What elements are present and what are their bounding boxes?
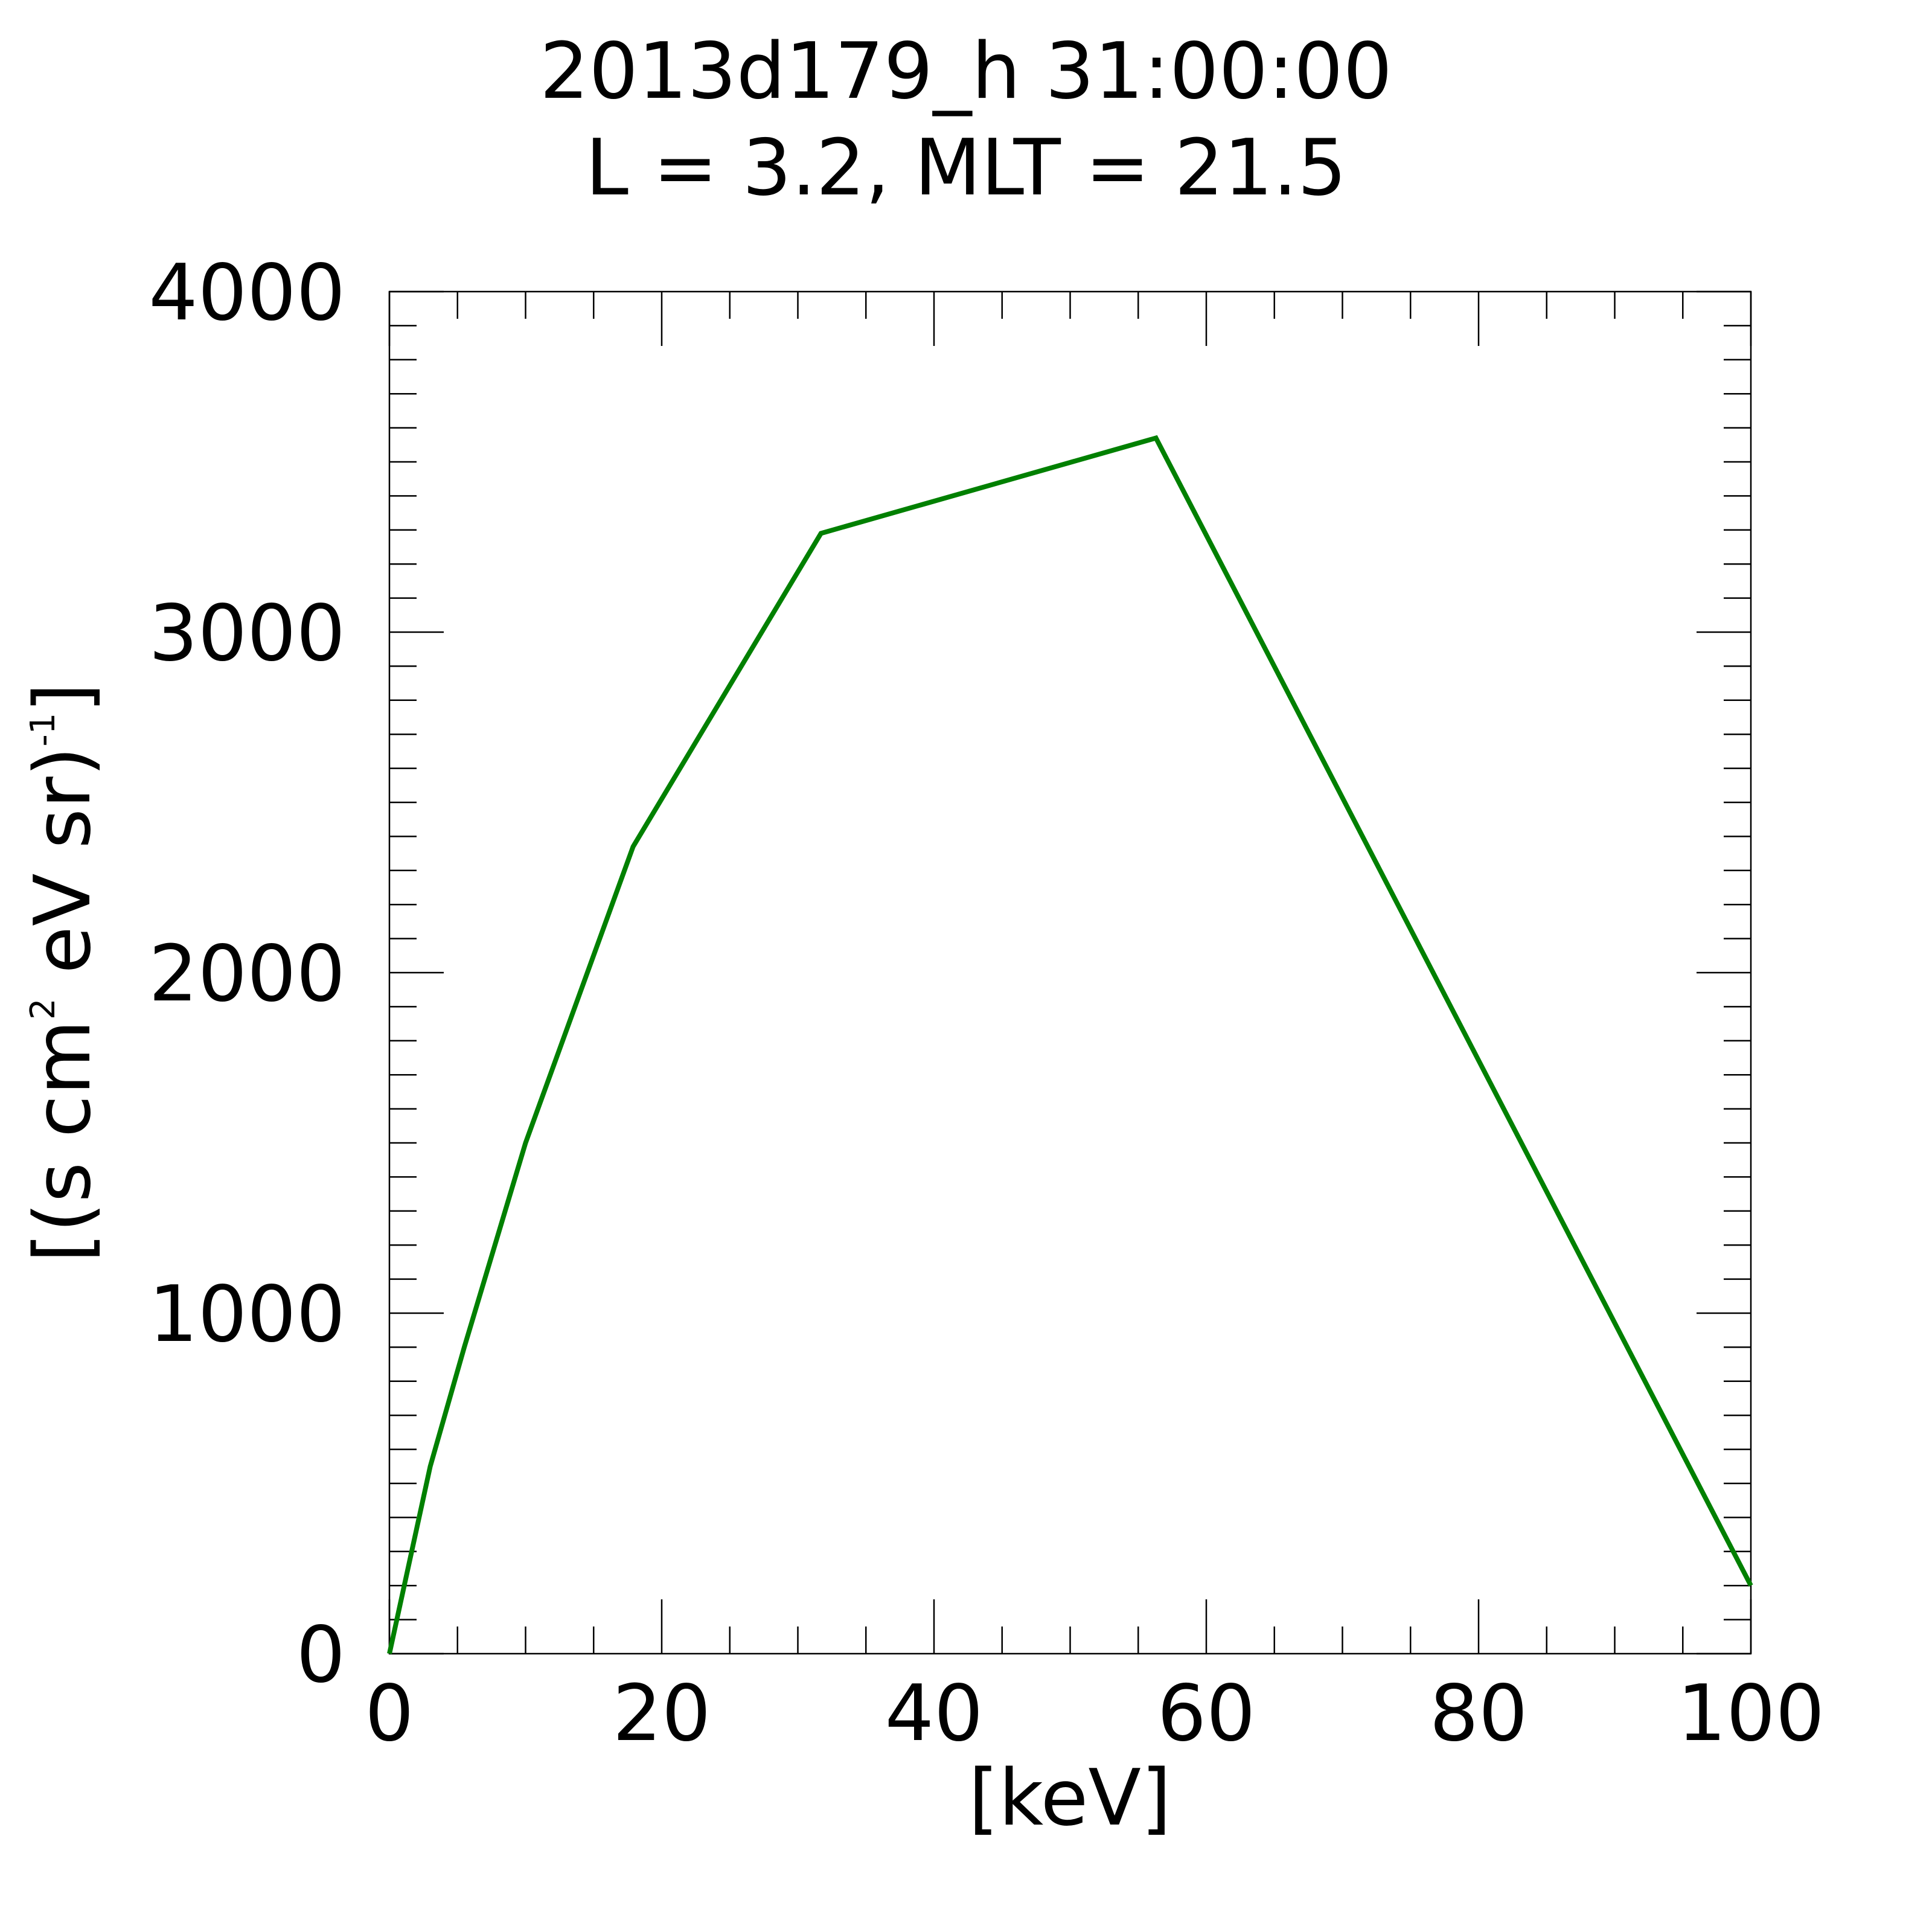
y-tick-label: 2000 — [149, 929, 345, 1019]
series-line — [387, 435, 1753, 1654]
x-tick-label: 0 — [365, 1669, 414, 1759]
y-axis-label: [(s cm2 eV sr)-1] — [18, 683, 108, 1263]
x-axis-label: [keV] — [968, 1753, 1171, 1843]
x-tick-label: 60 — [1157, 1669, 1256, 1759]
y-tick-labels: 0 1000 2000 3000 4000 — [149, 248, 345, 1700]
y-tick-label: 3000 — [149, 589, 345, 679]
y-tick-label: 1000 — [149, 1270, 345, 1360]
chart-subtitle: L = 3.2, MLT = 21.5 — [586, 123, 1347, 213]
y-tick-label: 0 — [296, 1610, 345, 1700]
plot-frame — [388, 290, 1752, 1655]
chart-title: 2013d179_h 31:00:00 — [540, 27, 1392, 117]
y-tick-label: 4000 — [149, 248, 345, 338]
x-tick-label: 20 — [613, 1669, 711, 1759]
x-tick-label: 40 — [885, 1669, 984, 1759]
x-tick-label: 80 — [1430, 1669, 1528, 1759]
axis-ticks — [388, 290, 1752, 1655]
x-tick-label: 100 — [1677, 1669, 1825, 1759]
x-tick-labels: 0 20 40 60 80 100 — [365, 1669, 1825, 1759]
